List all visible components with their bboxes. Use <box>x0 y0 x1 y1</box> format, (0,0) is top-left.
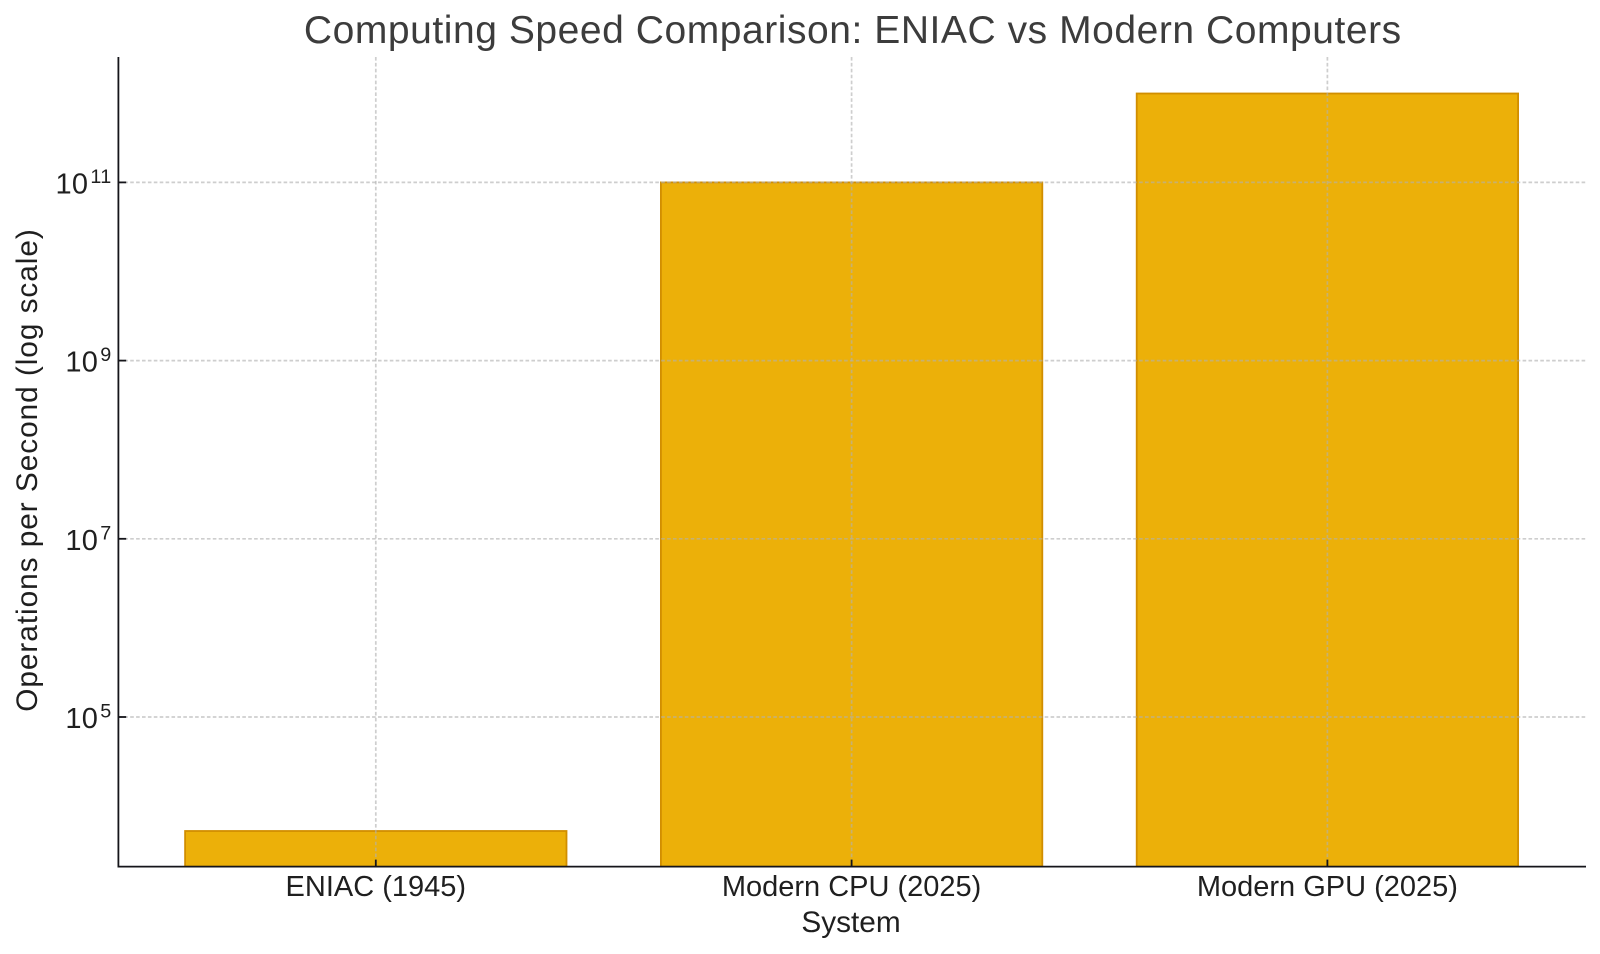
svg-text:Modern CPU (2025): Modern CPU (2025) <box>722 871 982 903</box>
svg-text:Operations per Second (log sca: Operations per Second (log scale) <box>11 228 44 712</box>
svg-text:ENIAC (1945): ENIAC (1945) <box>286 871 467 903</box>
svg-text:Computing Speed Comparison: EN: Computing Speed Comparison: ENIAC vs Mod… <box>304 9 1402 52</box>
svg-text:System: System <box>801 906 900 939</box>
svg-text:Modern GPU (2025): Modern GPU (2025) <box>1197 871 1458 903</box>
